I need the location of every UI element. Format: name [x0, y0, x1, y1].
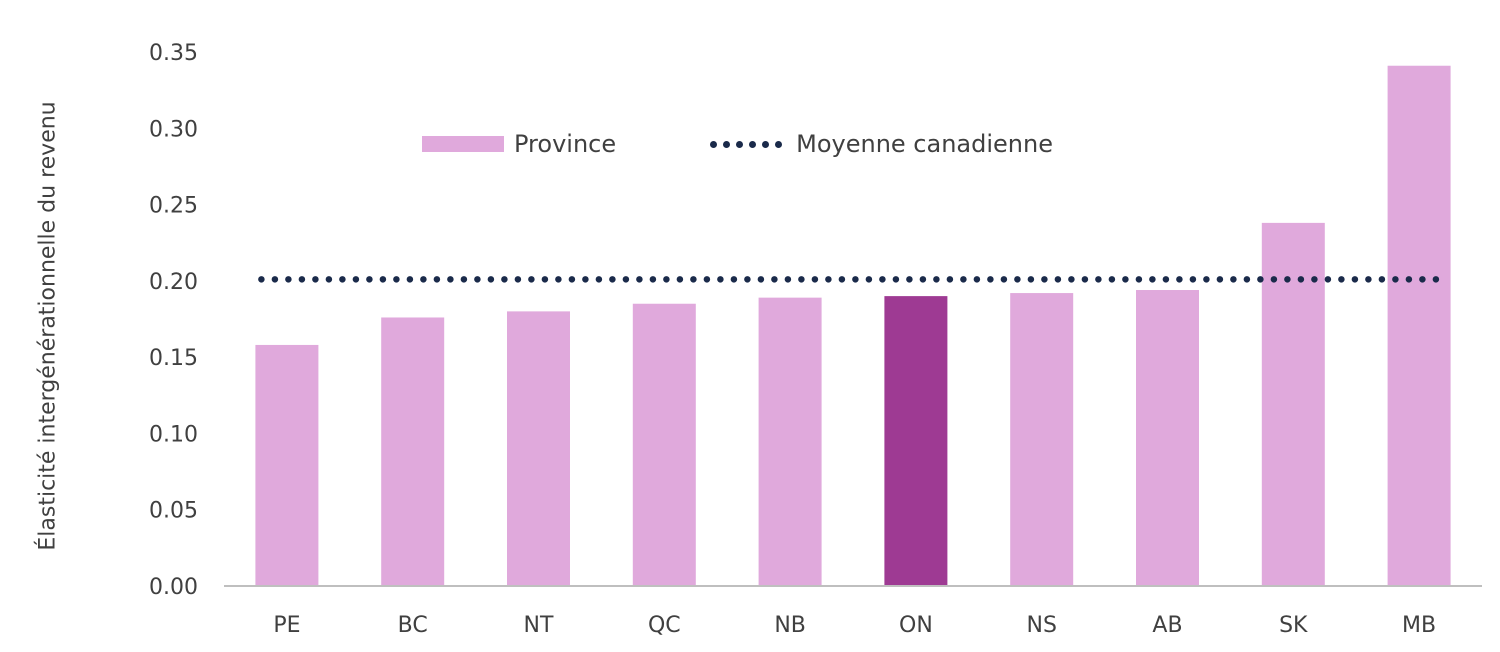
- y-axis-label: Élasticité intergénérationnelle du reven…: [35, 101, 61, 551]
- legend-label-average: Moyenne canadienne: [796, 130, 1053, 158]
- y-tick-label: 0.20: [149, 270, 198, 295]
- bar-mb: [1387, 65, 1451, 586]
- x-tick-label: NT: [524, 613, 554, 638]
- legend-swatch-province: [422, 136, 504, 152]
- bar-sk: [1261, 222, 1325, 586]
- legend-item-average: Moyenne canadienne: [710, 130, 1053, 158]
- bar-ab: [1136, 290, 1199, 586]
- x-tick-label: PE: [273, 613, 300, 638]
- x-tick-label: NS: [1026, 613, 1056, 638]
- bar-qc: [632, 303, 696, 586]
- x-tick-label: AB: [1152, 613, 1182, 638]
- bar-on: [884, 296, 948, 586]
- x-tick-label: MB: [1402, 613, 1436, 638]
- bar-pe: [255, 344, 319, 586]
- bar-nt: [507, 311, 570, 586]
- legend: Province Moyenne canadienne: [422, 130, 1053, 158]
- y-tick-label: 0.35: [149, 41, 198, 66]
- x-tick-label: QC: [648, 613, 681, 638]
- y-tick-label: 0.05: [149, 499, 198, 524]
- y-tick-label: 0.25: [149, 194, 198, 219]
- y-tick-label: 0.30: [149, 117, 198, 142]
- legend-swatch-average: [710, 140, 783, 148]
- x-tick-label: NB: [774, 613, 806, 638]
- legend-item-province: Province: [422, 130, 616, 158]
- legend-label-province: Province: [514, 130, 617, 158]
- bar-ns: [1010, 293, 1074, 586]
- y-tick-label: 0.15: [149, 346, 198, 371]
- x-tick-label: ON: [899, 613, 933, 638]
- y-tick-label: 0.10: [149, 422, 198, 447]
- x-tick-label: SK: [1279, 613, 1308, 638]
- bar-bc: [381, 317, 445, 586]
- bar-nb: [758, 297, 822, 586]
- x-tick-label: BC: [398, 613, 428, 638]
- y-tick-label: 0.00: [149, 575, 198, 600]
